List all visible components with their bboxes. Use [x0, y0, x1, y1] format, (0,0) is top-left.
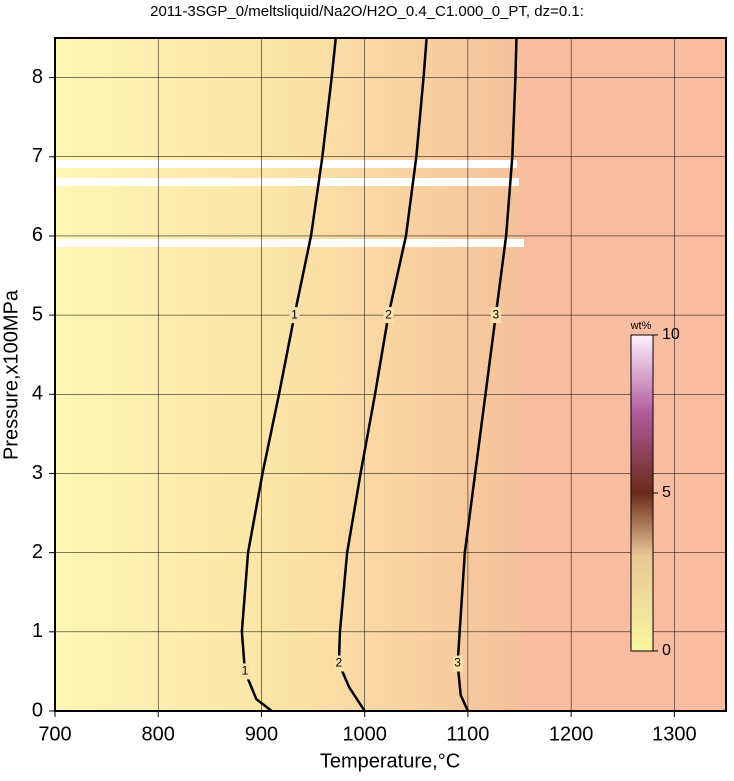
- contour-label: 1: [242, 664, 249, 678]
- y-tick-label: 2: [32, 541, 43, 563]
- contour-label-bg: [490, 307, 501, 324]
- contour-label-bg: [383, 307, 394, 324]
- x-tick-label: 1300: [652, 723, 697, 745]
- contour-label: 1: [291, 307, 298, 321]
- contour-label-bg: [289, 307, 300, 324]
- contour-label-bg: [452, 655, 463, 672]
- x-tick-label: 1100: [446, 723, 489, 745]
- x-tick-label: 1200: [549, 723, 594, 745]
- y-tick-label: 3: [32, 462, 43, 484]
- x-tick-label: 1000: [342, 723, 387, 745]
- y-tick-label: 5: [32, 303, 43, 325]
- colorbar-tick-label: 5: [662, 484, 671, 501]
- colorbar-tick-label: 10: [662, 326, 680, 343]
- colorbar-ticks: 0 5 10: [653, 326, 680, 659]
- y-tick-label: 4: [32, 383, 43, 405]
- x-tick-label: 700: [38, 723, 71, 745]
- colorbar: [630, 334, 654, 652]
- y-tick-label: 6: [32, 224, 43, 246]
- y-tick-label: 0: [32, 699, 43, 721]
- data-gap: [55, 160, 517, 168]
- plot-frame: [54, 37, 727, 712]
- colorbar-label: wt%: [630, 320, 652, 332]
- contour-label-bg: [333, 655, 344, 672]
- plot-background: [55, 38, 726, 711]
- x-tick-label: 900: [245, 723, 278, 745]
- contour-label: 3: [492, 307, 499, 321]
- y-tick-label: 1: [32, 620, 43, 642]
- contour-label: 2: [336, 656, 343, 670]
- x-tick-label: 800: [142, 723, 175, 745]
- contours: 1 1 2 2 3 3: [239, 37, 518, 712]
- contour-label-bg: [239, 663, 250, 680]
- y-axis-label: Pressure,x100MPa: [0, 289, 22, 460]
- y-tick-label: 8: [32, 66, 43, 88]
- chart-title: 2011-3SGP_0/meltsliquid/Na2O/H2O_0.4_C1.…: [150, 3, 584, 20]
- data-gap: [55, 239, 524, 247]
- data-gap: [55, 178, 519, 186]
- contour-label: 3: [454, 656, 461, 670]
- contour-label: 2: [385, 307, 392, 321]
- colorbar-tick-label: 0: [662, 642, 671, 659]
- x-axis-label: Temperature,°C: [320, 750, 460, 772]
- y-tick-label: 7: [32, 145, 43, 167]
